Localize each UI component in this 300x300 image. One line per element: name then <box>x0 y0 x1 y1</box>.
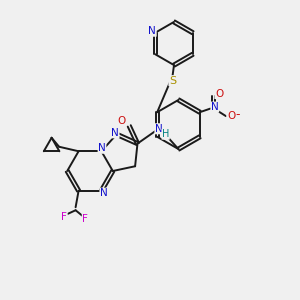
Text: H: H <box>162 129 169 139</box>
Text: O: O <box>118 116 126 126</box>
Text: N: N <box>155 124 163 134</box>
Text: O: O <box>227 111 235 121</box>
Text: F: F <box>61 212 67 222</box>
Text: O: O <box>215 88 223 99</box>
Text: N: N <box>148 26 156 36</box>
Text: S: S <box>169 76 176 86</box>
Text: N: N <box>100 188 108 198</box>
Text: N: N <box>211 102 219 112</box>
Text: N: N <box>111 128 119 138</box>
Text: F: F <box>82 214 88 224</box>
Text: -: - <box>235 108 240 121</box>
Text: N: N <box>98 143 106 153</box>
